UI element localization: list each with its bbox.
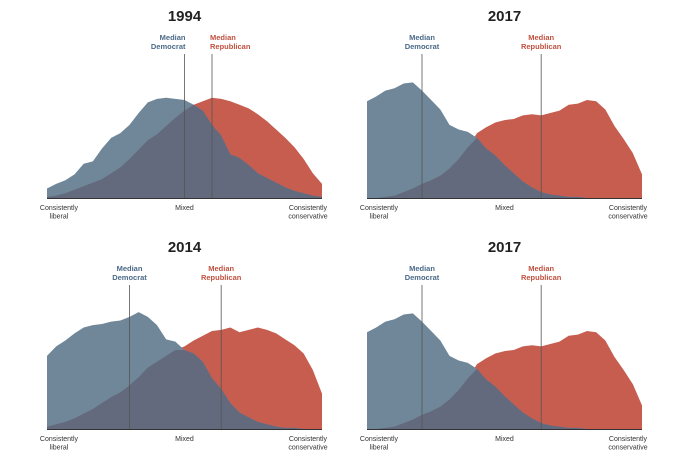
x-tick-mixed-line-1: Mixed [495,205,514,212]
chart-1994: 1994MedianDemocratMedianRepublicanConsis… [40,8,328,221]
x-tick-consistently-conservative-line-2: conservative [608,214,647,221]
median-republican-label-line-1: Median [528,33,554,42]
republican-area [367,100,642,198]
x-tick-consistently-liberal-line-2: liberal [370,445,389,452]
chart-panel-2014: 2014 Median Democrat Median Republican Consis… [0,231,339,462]
overlap-area [47,349,322,429]
x-tick-consistently-conservative-line-1: Consistently [609,436,648,443]
x-tick-mixed-line-1: Mixed [495,436,514,443]
democrat-area [367,82,642,198]
x-tick-consistently-conservative-line-2: conservative [608,445,647,452]
x-tick-consistently-conservative-line-1: Consistently [609,205,648,212]
chart-title: 2017 [488,8,521,25]
x-tick-consistently-liberal-line-2: liberal [50,445,69,452]
x-tick-consistently-liberal-line-1: Consistently [360,205,399,212]
democrat-area [367,313,642,429]
x-tick-mixed-line-1: Mixed [175,436,194,443]
median-democrat-label-line-1: Median [160,33,186,42]
overlap-area [367,137,642,198]
median-democrat-label-line-2: Democrat [405,42,440,51]
x-tick-consistently-liberal-line-1: Consistently [360,436,399,443]
x-tick-consistently-conservative-line-1: Consistently [289,436,328,443]
chart-panel-2017-top: 2017 Median Democrat Median Republican Consis… [320,0,659,231]
median-democrat-label-line-1: Median [117,264,143,273]
x-tick-consistently-liberal-line-2: liberal [370,214,389,221]
x-tick-consistently-conservative-line-2: conservative [288,445,327,452]
x-tick-consistently-conservative-line-1: Consistently [289,205,328,212]
x-tick-consistently-conservative-line-2: conservative [288,214,327,221]
x-tick-consistently-liberal-line-2: liberal [50,214,69,221]
median-republican-label-line-2: Republican [521,273,562,282]
chart-2017-top: 2017MedianDemocratMedianRepublicanConsis… [360,8,648,221]
median-republican-label-line-2: Republican [201,273,242,282]
chart-title: 1994 [168,8,202,25]
median-republican-label-line-2: Republican [521,42,562,51]
republican-area [367,331,642,429]
chart-title: 2017 [488,239,521,256]
median-democrat-label-line-1: Median [409,33,435,42]
median-republican-label-line-1: Median [528,264,554,273]
x-tick-mixed-line-1: Mixed [175,205,194,212]
median-democrat-label-line-1: Median [409,264,435,273]
overlap-area [367,368,642,429]
median-republican-label-line-1: Median [210,33,236,42]
chart-2017-bottom: 2017MedianDemocratMedianRepublicanConsis… [360,239,648,452]
chart-panel-2017-bottom: 2017 Median Democrat Median Republican Consis… [320,231,659,462]
x-tick-consistently-liberal-line-1: Consistently [40,436,79,443]
chart-2014: 2014MedianDemocratMedianRepublicanConsis… [40,239,328,452]
median-democrat-label-line-2: Democrat [405,273,440,282]
chart-title: 2014 [168,239,202,256]
chart-panel-1994: 1994 Median Democrat Median Republican Consis… [0,0,339,231]
median-democrat-label-line-2: Democrat [112,273,147,282]
median-democrat-label-line-2: Democrat [151,42,186,51]
x-tick-consistently-liberal-line-1: Consistently [40,205,79,212]
median-republican-label-line-1: Median [208,264,234,273]
median-republican-label-line-2: Republican [210,42,251,51]
